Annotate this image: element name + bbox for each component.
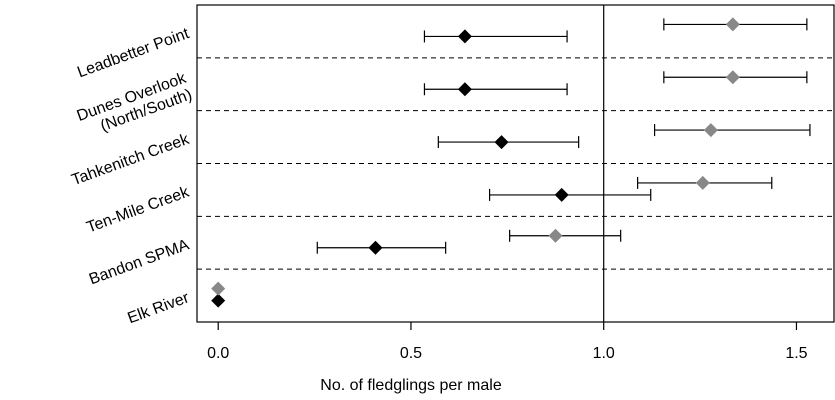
point — [211, 281, 226, 296]
y-tick-label: Dunes Overlook(North/South) — [75, 69, 196, 141]
point — [725, 17, 740, 32]
y-tick-label: Ten-Mile Creek — [84, 183, 192, 236]
point — [703, 123, 718, 138]
point — [554, 187, 569, 202]
error-bar — [653, 124, 811, 137]
x-axis-title: No. of fledglings per male — [320, 377, 502, 394]
y-tick-label: Tahkenitch Creek — [69, 131, 192, 190]
point — [494, 135, 509, 150]
error-bar — [423, 30, 568, 43]
y-tick-label: Bandon SPMA — [87, 236, 192, 288]
point — [211, 293, 226, 308]
point — [457, 82, 472, 97]
y-tick-label: Elk River — [125, 289, 192, 327]
error-bar — [488, 188, 652, 201]
point — [457, 29, 472, 44]
point — [725, 70, 740, 85]
x-tick-label: 0.5 — [400, 345, 422, 362]
point — [548, 228, 563, 243]
point — [368, 240, 383, 255]
error-bar — [423, 83, 568, 96]
x-tick-label: 1.0 — [593, 345, 615, 362]
x-tick-label: 1.5 — [785, 345, 807, 362]
x-tick-label: 0.0 — [207, 345, 229, 362]
error-bar — [509, 229, 622, 242]
point — [695, 175, 710, 190]
